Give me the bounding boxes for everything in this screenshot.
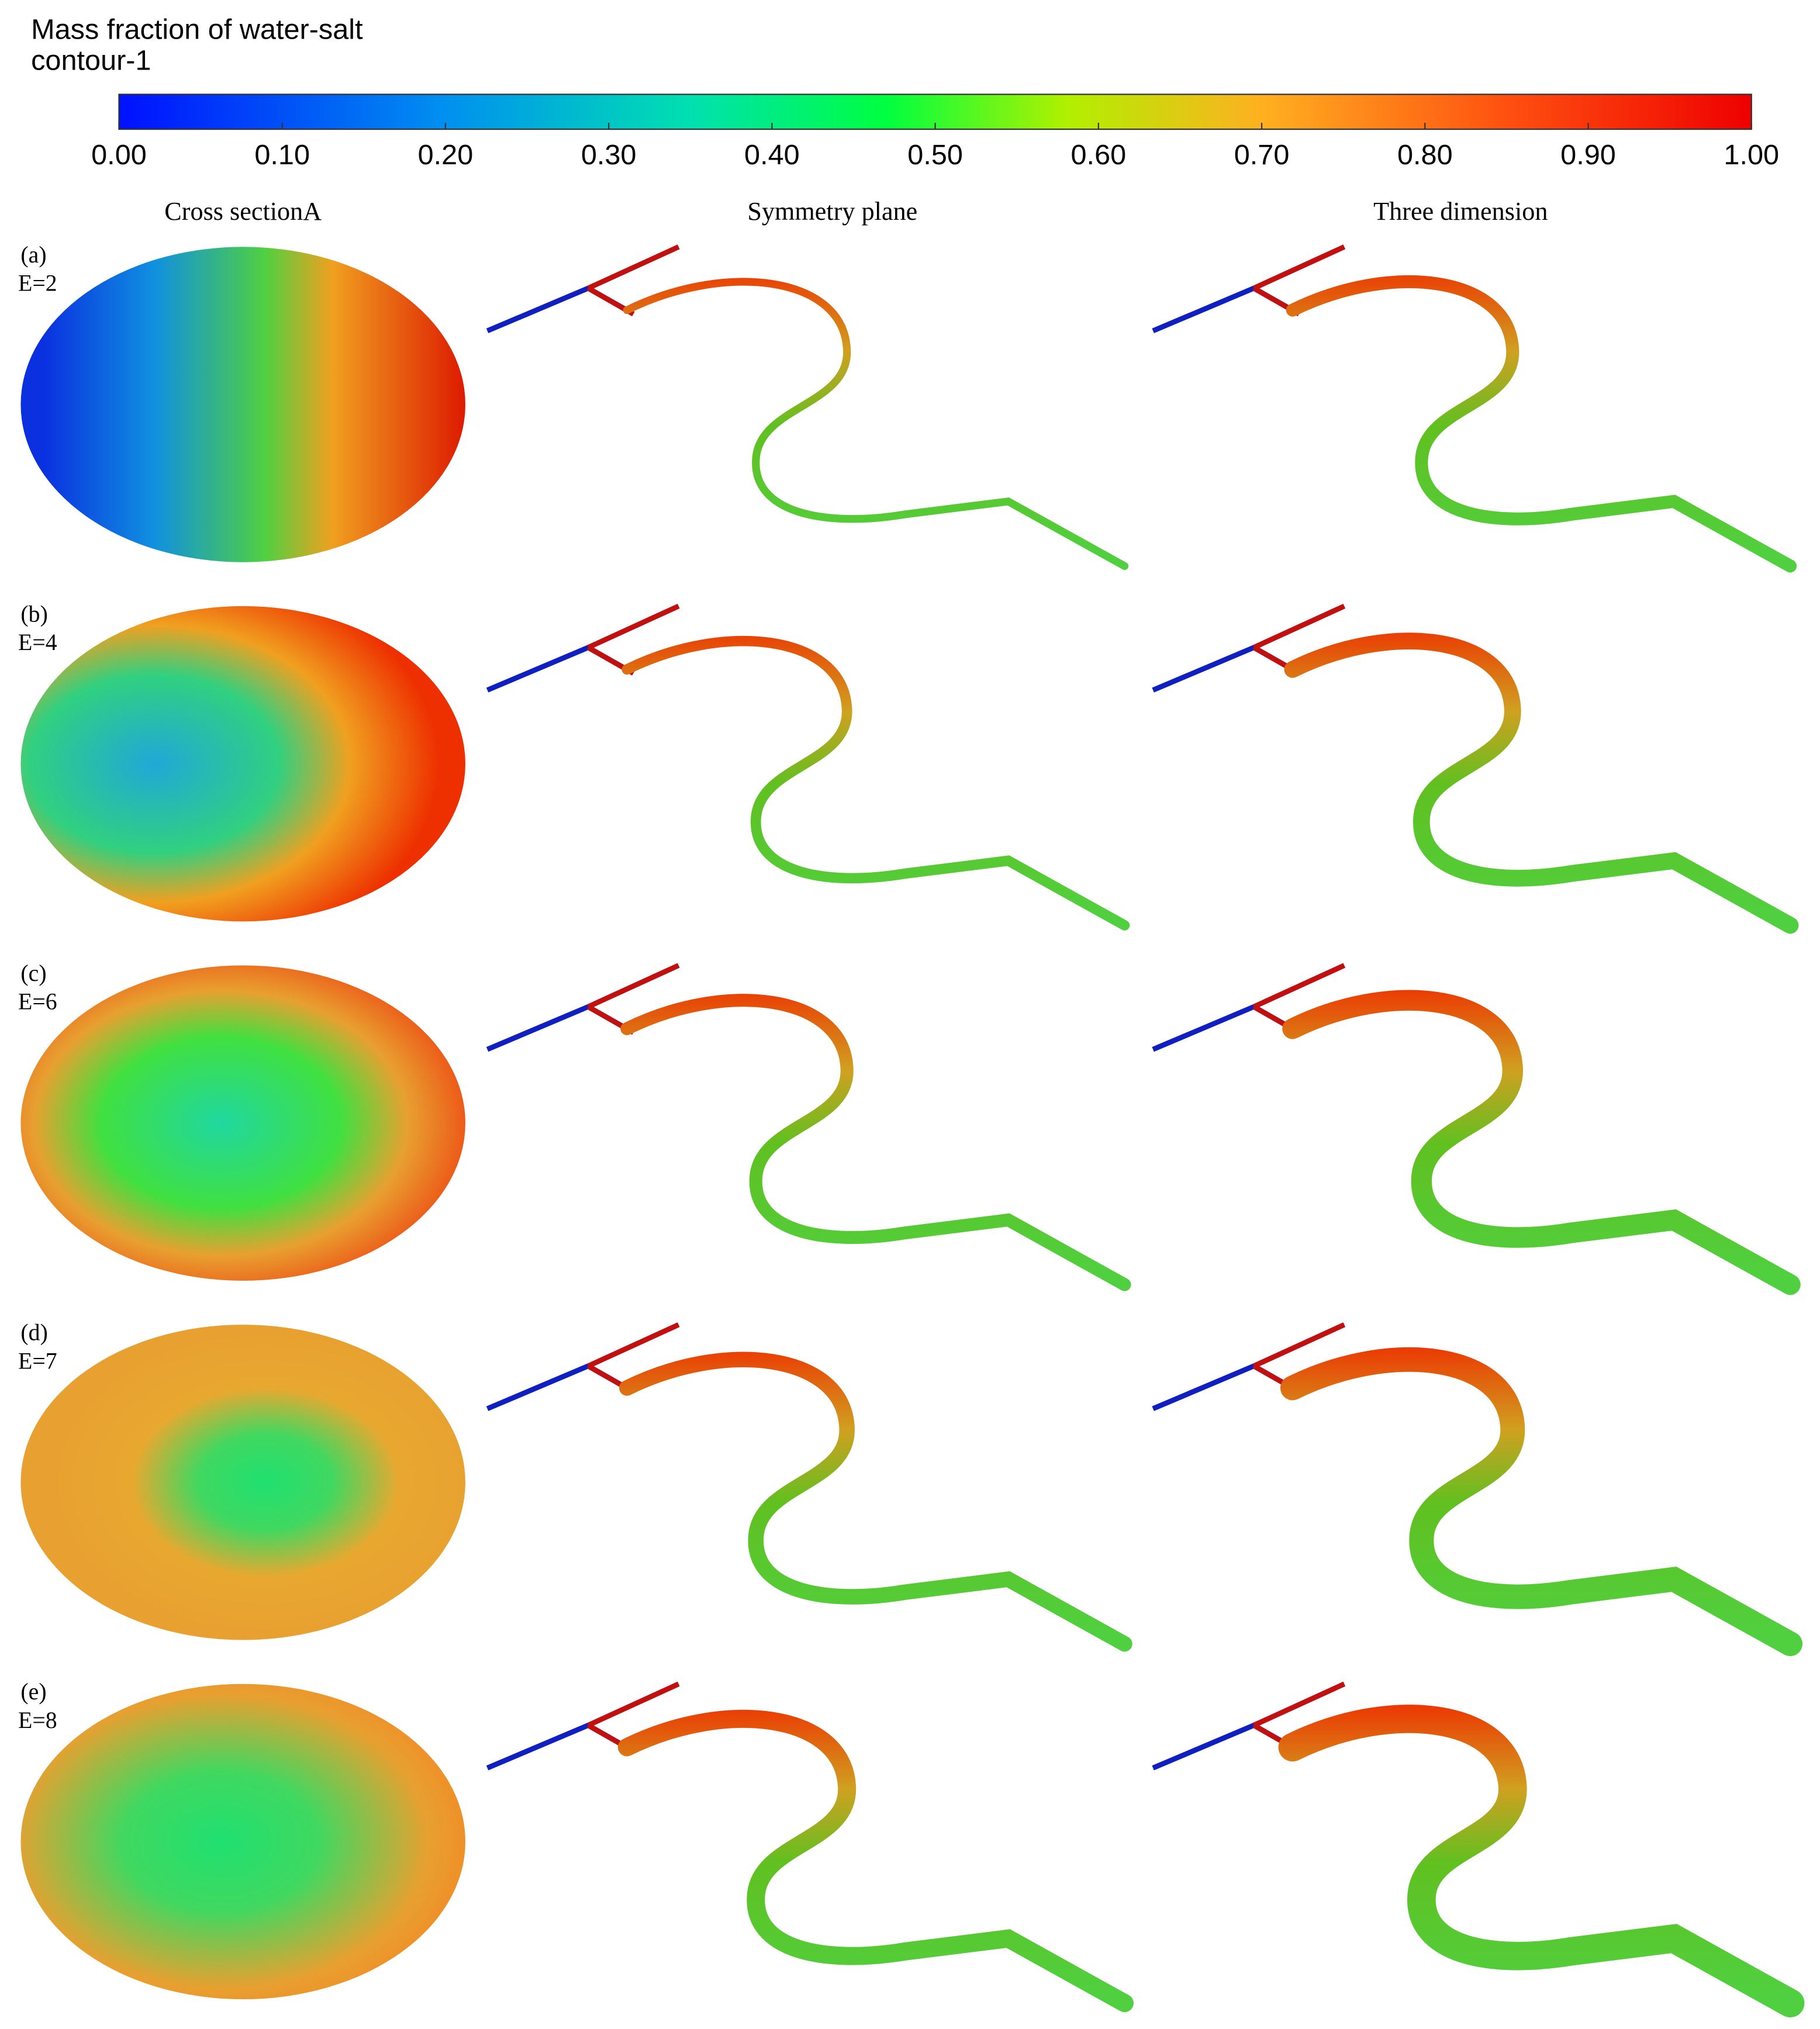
colorbar-tick-label: 0.90: [1560, 139, 1616, 171]
case-label: E=4: [18, 630, 57, 655]
colorbar-tick-label: 0.10: [254, 139, 310, 171]
symmetry-plane-view: [486, 963, 1131, 1291]
channel: [623, 278, 1129, 570]
cross-section: [20, 606, 465, 922]
colorbar-tick-label: 1.00: [1724, 139, 1779, 171]
case-label: E=2: [18, 270, 57, 296]
channel: [1286, 275, 1797, 573]
three-dimension-view: [1152, 963, 1801, 1295]
cross-section: [20, 1325, 465, 1640]
inlet-blue: [486, 644, 628, 693]
inlet-blue: [1152, 644, 1294, 693]
colorbar-tick-label: 0.40: [744, 139, 800, 171]
row-label: (c): [20, 960, 46, 986]
inlet-blue: [486, 1722, 628, 1771]
channel: [1280, 1347, 1803, 1657]
colorbar-tick-label: 0.50: [907, 139, 963, 171]
inlet-blue: [486, 1004, 628, 1052]
colorbar-tick-label: 0.70: [1234, 139, 1290, 171]
cross-section: [20, 965, 465, 1281]
channel: [620, 994, 1131, 1291]
column-header: Symmetry plane: [747, 197, 917, 226]
channel: [1278, 1705, 1805, 2018]
colorbar-tick-label: 0.20: [418, 139, 474, 171]
inlet-blue: [1152, 1722, 1294, 1771]
inlet-blue: [1152, 1004, 1294, 1052]
three-dimension-view: [1152, 603, 1799, 934]
channel: [1282, 990, 1801, 1295]
three-dimension-view: [1152, 1681, 1805, 2018]
row-label: (b): [20, 601, 47, 627]
inlet-blue: [486, 1363, 628, 1411]
column-header: Cross sectionA: [164, 197, 322, 226]
symmetry-plane-view: [486, 1322, 1132, 1652]
symmetry-plane-view: [486, 1681, 1134, 2013]
colorbar-title: Mass fraction of water-salt: [31, 13, 363, 45]
row-label: (e): [20, 1679, 46, 1705]
column-header: Three dimension: [1373, 197, 1548, 226]
colorbar-subtitle: contour-1: [31, 44, 151, 76]
channel: [1284, 632, 1799, 934]
channel: [617, 1710, 1134, 2013]
case-label: E=8: [18, 1707, 57, 1733]
cross-section: [20, 1684, 465, 2000]
row-label: (d): [20, 1320, 47, 1346]
inlet-blue: [1152, 1363, 1294, 1411]
colorbar-tick-label: 0.60: [1071, 139, 1127, 171]
cross-section: [20, 247, 465, 562]
three-dimension-view: [1152, 1322, 1803, 1657]
channel: [621, 635, 1130, 931]
symmetry-plane-view: [486, 603, 1130, 931]
row-label: (a): [20, 242, 46, 268]
channel: [619, 1351, 1132, 1652]
colorbar-tick-label: 0.30: [581, 139, 637, 171]
inlet-blue: [486, 285, 628, 334]
three-dimension-view: [1152, 244, 1797, 573]
colorbar-tick-label: 0.80: [1397, 139, 1453, 171]
inlet-blue: [1152, 285, 1294, 334]
symmetry-plane-view: [486, 244, 1129, 570]
colorbar-tick-label: 0.00: [91, 139, 147, 171]
case-label: E=7: [18, 1348, 57, 1374]
case-label: E=6: [18, 989, 57, 1015]
